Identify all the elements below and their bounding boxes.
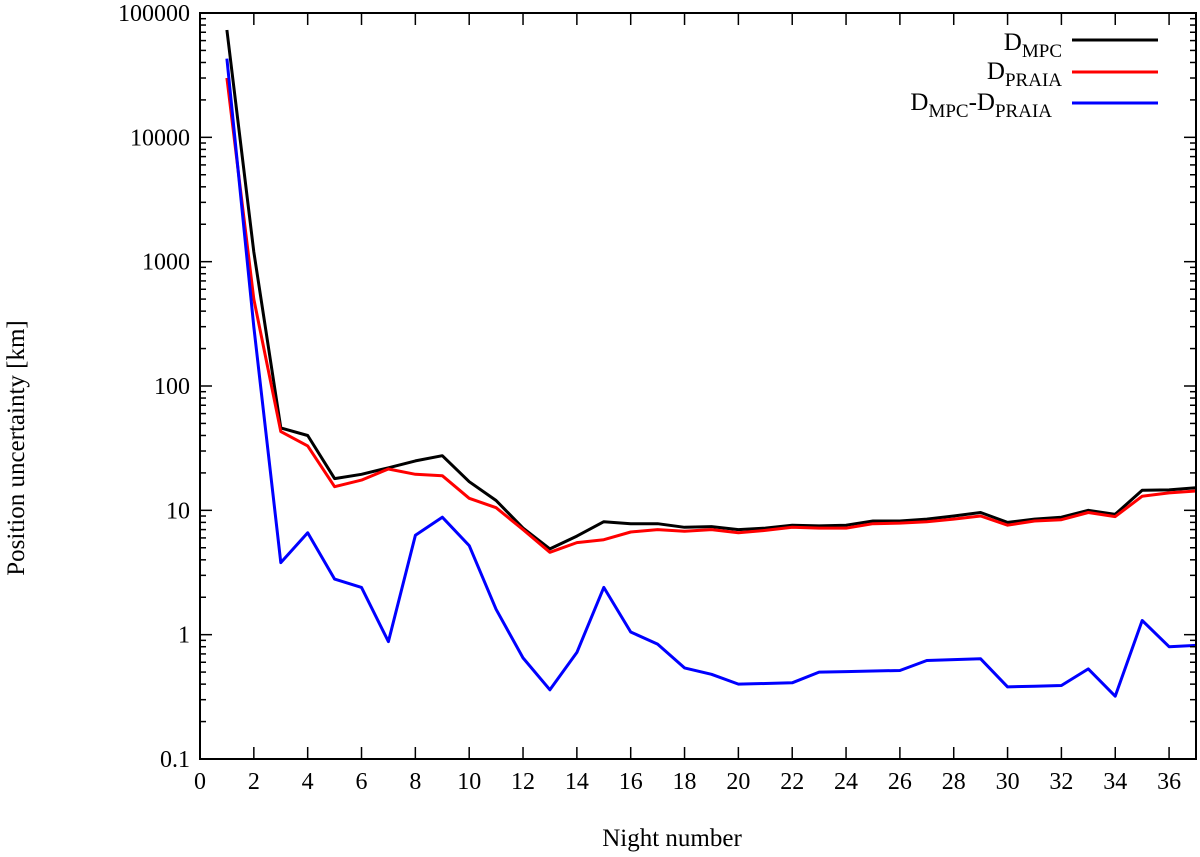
y-tick-label: 100000	[118, 1, 190, 27]
series-line-d-mpc-minus-d-praia	[225, 58, 1196, 698]
y-axis-title: Position uncertainty [km]	[3, 320, 30, 576]
x-tick-label: 34	[1103, 769, 1127, 795]
x-tick-label: 4	[302, 769, 314, 795]
x-tick-label: 32	[1049, 769, 1073, 795]
legend-label-d-praia: DPRAIA	[987, 58, 1062, 91]
x-tick-label: 20	[726, 769, 750, 795]
x-tick-label: 26	[888, 769, 912, 795]
series-line-d-praia	[225, 77, 1196, 554]
x-tick-label: 18	[673, 769, 697, 795]
x-tick-label: 6	[356, 769, 368, 795]
x-tick-label: 12	[511, 769, 535, 795]
x-tick-label: 2	[248, 769, 260, 795]
x-tick-label: 22	[780, 769, 804, 795]
x-tick-label: 24	[834, 769, 858, 795]
y-tick-label: 10	[166, 498, 190, 524]
x-tick-label: 28	[942, 769, 966, 795]
y-tick-label: 0.1	[160, 747, 190, 773]
y-tick-label: 1	[178, 623, 190, 649]
x-axis-title: Night number	[602, 825, 742, 852]
x-tick-label: 10	[457, 769, 481, 795]
tick-labels-layer: 0 2 4 6 8 10 12 14 16 18 20 22 24 26 28 30 32 34 360.11101…	[118, 1, 1181, 795]
series-layer	[225, 29, 1196, 698]
y-tick-label: 1000	[142, 250, 190, 276]
x-tick-label: 30	[996, 769, 1020, 795]
x-tick-label: 16	[619, 769, 643, 795]
legend-label-d-mpc-minus-d-praia: DMPC-DPRAIA	[910, 89, 1052, 122]
x-tick-label: 14	[565, 769, 589, 795]
x-tick-label: 0	[194, 769, 206, 795]
y-tick-label: 10000	[130, 125, 190, 151]
ticks-layer	[199, 12, 1196, 760]
x-tick-label: 36	[1157, 769, 1181, 795]
legend: DMPC DPRAIA DMPC-DPRAIA	[910, 29, 1158, 122]
legend-label-d-mpc: DMPC	[1004, 29, 1062, 62]
plot-frame	[199, 12, 1197, 760]
y-tick-label: 100	[154, 374, 190, 400]
x-tick-label: 8	[409, 769, 421, 795]
